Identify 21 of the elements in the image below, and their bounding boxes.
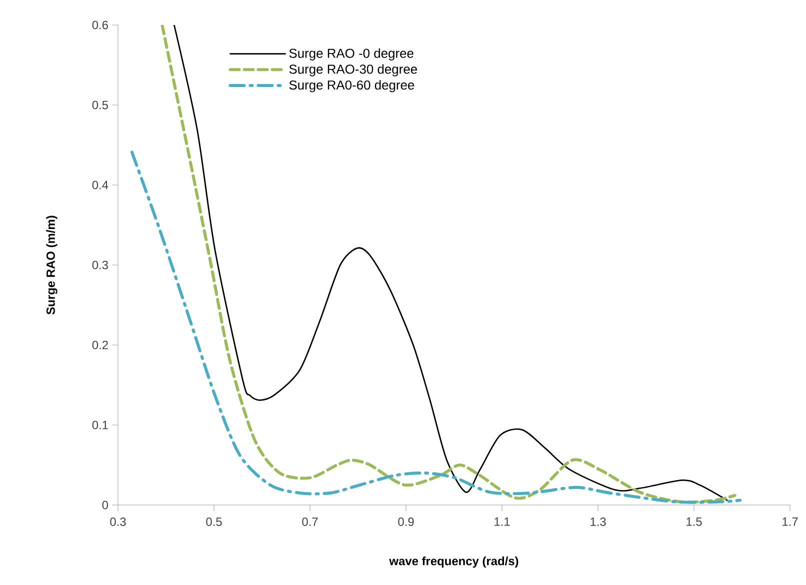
y-tick-label: 0.1 <box>92 420 108 430</box>
y-tick-label: 0 <box>102 500 108 510</box>
legend-label: Surge RAO -0 degree <box>289 48 414 60</box>
x-tick-label: 1.1 <box>494 518 510 526</box>
x-tick-label: 0.5 <box>206 518 222 526</box>
y-tick-label: 0.4 <box>92 180 108 190</box>
y-tick-label: 0.5 <box>92 100 108 110</box>
x-tick-label: 1.3 <box>590 518 606 526</box>
x-tick-label: 0.9 <box>398 518 414 526</box>
x-tick-label: 0.3 <box>110 518 126 526</box>
line-series <box>130 150 742 504</box>
x-tick-label: 0.7 <box>302 518 318 526</box>
y-tick-label: 0.3 <box>92 260 108 270</box>
y-tick-label: 0.6 <box>92 20 108 30</box>
y-tick-label: 0.2 <box>92 340 108 350</box>
x-tick-label: 1.7 <box>782 518 798 526</box>
x-tick-label: 1.5 <box>686 518 702 526</box>
y-axis-title: Surge RAO (m/m) <box>46 216 58 314</box>
legend-label: Surge RAO-30 degree <box>289 64 417 76</box>
legend-label: Surge RA0-60 degree <box>289 80 414 92</box>
x-axis-title: wave frequency (rad/s) <box>389 556 518 568</box>
